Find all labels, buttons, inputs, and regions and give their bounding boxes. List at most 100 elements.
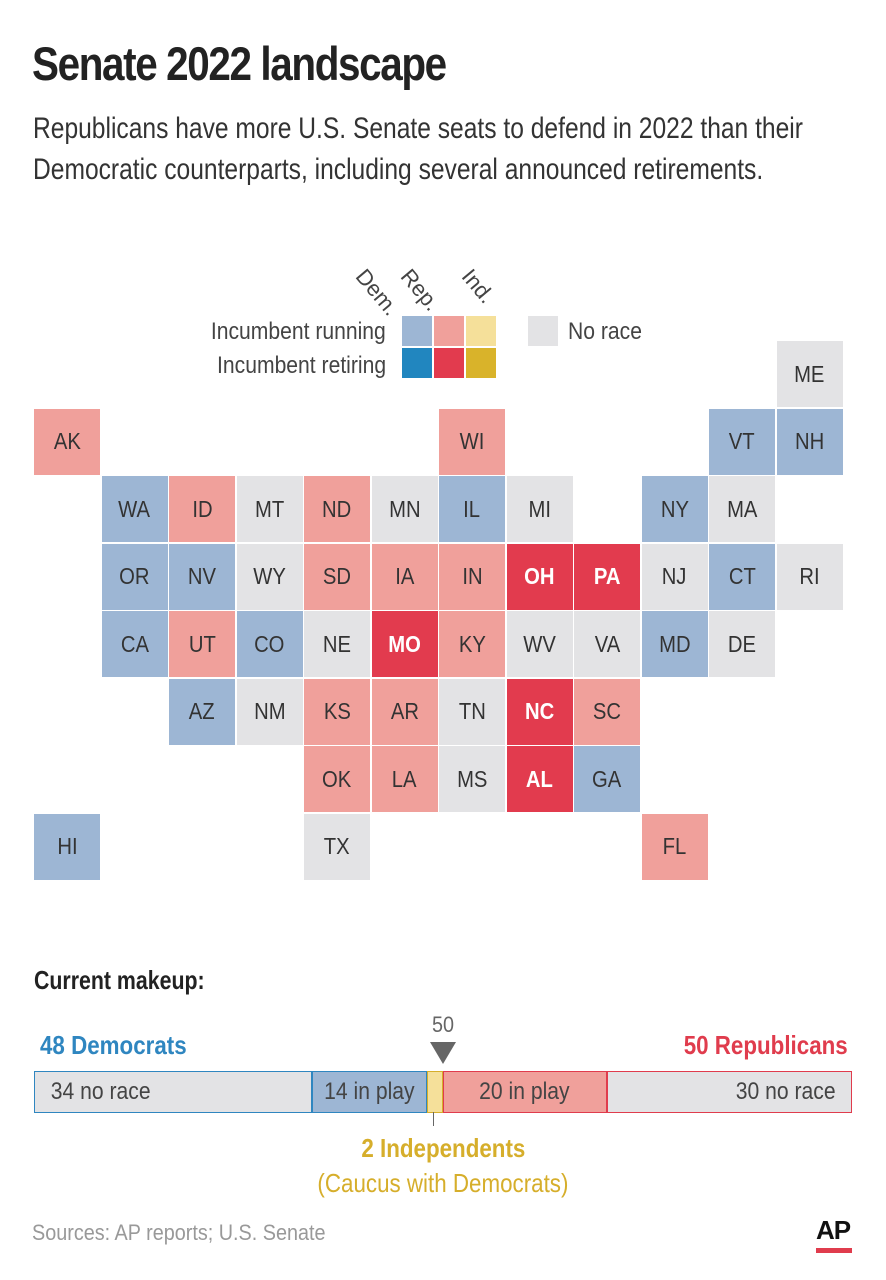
state-label: GA [592,765,622,792]
state-tile-nh: NH [776,408,843,475]
state-label: MS [456,765,488,792]
state-label: TN [458,698,486,724]
state-tile-nm: NM [236,678,303,745]
legend-swatch-ind-retiring [466,348,496,378]
page-title: Senate 2022 landscape [32,37,447,90]
state-label: WA [118,495,151,522]
makeup-segment-label: 20 in play [479,1078,571,1105]
state-label: VT [729,428,755,454]
makeup-segment-dem-no-race: 34 no race [34,1071,313,1113]
state-tile-ia: IA [371,543,438,610]
state-tile-ct: CT [709,543,775,610]
state-tile-fl: FL [641,813,708,880]
state-tile-or: OR [101,543,168,610]
state-tile-ut: UT [169,611,235,677]
state-label: VA [594,630,620,657]
state-label: AK [53,428,81,454]
majority-marker-icon [430,1042,456,1064]
legend-swatch-no-race [528,316,558,346]
democrats-total: 48 Democrats [40,1030,187,1060]
state-tile-mi: MI [506,476,573,542]
makeup-segment-dem-in-play: 14 in play [312,1071,427,1113]
ap-logo-underline [816,1248,852,1253]
legend-swatch-dem-retiring [402,348,432,378]
majority-label: 50 [432,1012,455,1037]
state-label: MD [658,630,691,657]
state-label: CO [254,630,285,657]
state-tile-al: AL [506,746,573,812]
state-tile-ok: OK [304,746,370,812]
legend-swatch-rep-running [434,316,464,346]
makeup-title: Current makeup: [34,965,205,995]
state-label: SC [592,698,622,724]
state-tile-ma: MA [709,476,775,542]
state-tile-id: ID [169,476,235,542]
state-tile-ca: CA [101,611,168,677]
state-tile-va: VA [574,611,640,677]
state-tile-mt: MT [236,476,303,542]
state-label: UT [188,630,216,657]
legend-head-rep: Rep. [395,264,445,316]
legend-head-ind: Ind. [456,264,500,309]
state-tile-de: DE [709,611,775,677]
makeup-segment-label: 34 no race [50,1078,151,1105]
state-label: PA [593,563,621,589]
state-tile-ky: KY [439,611,505,677]
makeup-segment-label: 14 in play [324,1078,415,1105]
makeup-segment-rep-no-race: 30 no race [606,1071,852,1113]
state-label: LA [392,765,417,792]
state-label: MT [254,495,285,522]
state-label: OK [322,765,352,792]
state-label: NM [253,698,286,724]
independents-note: (Caucus with Democrats) [0,1168,886,1199]
state-tile-co: CO [236,611,303,677]
state-tile-ms: MS [439,746,505,812]
state-label: SD [322,563,352,589]
makeup-segment-rep-in-play: 20 in play [443,1071,607,1113]
state-label: AL [525,765,553,792]
state-label: MN [388,495,421,522]
state-tile-nv: NV [169,543,235,610]
state-tile-sd: SD [304,543,370,610]
state-label: ME [794,360,825,387]
state-tile-tn: TN [439,678,505,745]
state-tile-oh: OH [506,543,573,610]
state-tile-wa: WA [101,476,168,542]
page-subtitle: Republicans have more U.S. Senate seats … [33,112,803,186]
independents-tick [433,1112,434,1126]
state-tile-nd: ND [304,476,370,542]
state-tile-in: IN [439,543,505,610]
independents-total-text: 2 Independents [360,1133,525,1163]
state-label: WV [523,630,556,657]
makeup-segment-ind [426,1071,443,1113]
state-label: AR [390,698,419,724]
ap-logo: AP [816,1215,851,1245]
state-label: KY [458,630,486,657]
state-tile-mo: MO [371,611,438,677]
state-label: FL [662,833,687,859]
legend-swatch-rep-retiring [434,348,464,378]
state-tile-ak: AK [34,408,100,475]
state-label: NC [524,698,555,724]
state-label: CT [728,563,756,589]
legend-row-retiring: Incumbent retiring [216,352,386,379]
state-label: IN [461,563,483,589]
state-label: NY [660,495,689,522]
state-tile-hi: HI [34,813,100,880]
legend-head-dem: Dem. [350,264,404,321]
state-tile-tx: TX [304,813,370,880]
state-tile-pa: PA [574,543,640,610]
state-label: OR [119,563,150,589]
makeup-bar: 34 no race 14 in play 20 in play 30 no race [34,1071,852,1113]
state-tile-wy: WY [236,543,303,610]
state-tile-la: LA [371,746,438,812]
state-label: CA [120,630,149,657]
state-tile-ga: GA [574,746,640,812]
legend-no-race-label: No race [568,318,642,345]
state-label: IA [394,563,415,589]
state-label: RI [799,563,820,589]
state-label: WY [253,563,286,589]
state-tile-ne: NE [304,611,370,677]
state-label: ND [322,495,352,522]
state-tile-nj: NJ [641,543,708,610]
